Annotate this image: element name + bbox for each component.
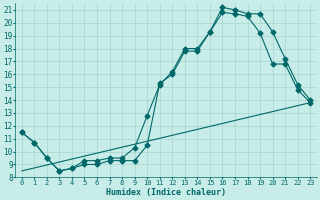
X-axis label: Humidex (Indice chaleur): Humidex (Indice chaleur)	[106, 188, 226, 197]
